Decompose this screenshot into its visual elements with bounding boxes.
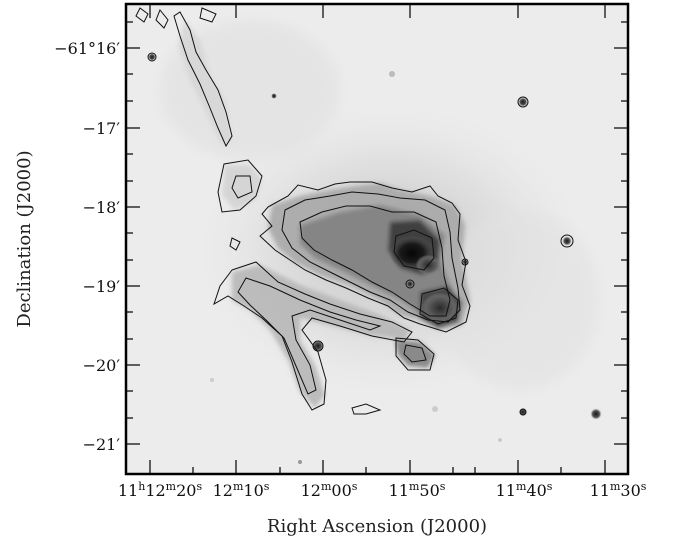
contours — [135, 7, 574, 416]
y-tick-labels: −61°16′ −17′ −18′ −19′ −20′ −21′ — [54, 39, 120, 454]
y-axis-title: Declination (J2000) — [14, 150, 35, 327]
x-tick-label: 11m40s — [496, 480, 553, 500]
y-tick-marks — [126, 21, 628, 445]
x-tick-label: 11m30s — [590, 480, 647, 500]
y-tick-label: −18′ — [83, 198, 121, 217]
image-area — [126, 4, 628, 474]
y-tick-label: −20′ — [83, 356, 121, 375]
plot-frame — [124, 2, 630, 476]
y-tick-label: −19′ — [83, 277, 121, 296]
y-tick-label: −21′ — [83, 435, 121, 454]
y-tick-label: −17′ — [83, 119, 121, 138]
x-tick-label: 11m50s — [389, 480, 446, 500]
x-tick-label: 12m00s — [301, 480, 358, 500]
x-tick-label: 12m10s — [213, 480, 270, 500]
x-tick-marks — [149, 4, 606, 474]
x-tick-labels: 11h12m20s 12m10s 12m00s 11m50s 11m40s 11… — [118, 480, 647, 500]
x-tick-label: 11h12m20s — [118, 480, 203, 500]
y-tick-label: −61°16′ — [54, 39, 120, 58]
x-axis-title: Right Ascension (J2000) — [267, 516, 487, 537]
